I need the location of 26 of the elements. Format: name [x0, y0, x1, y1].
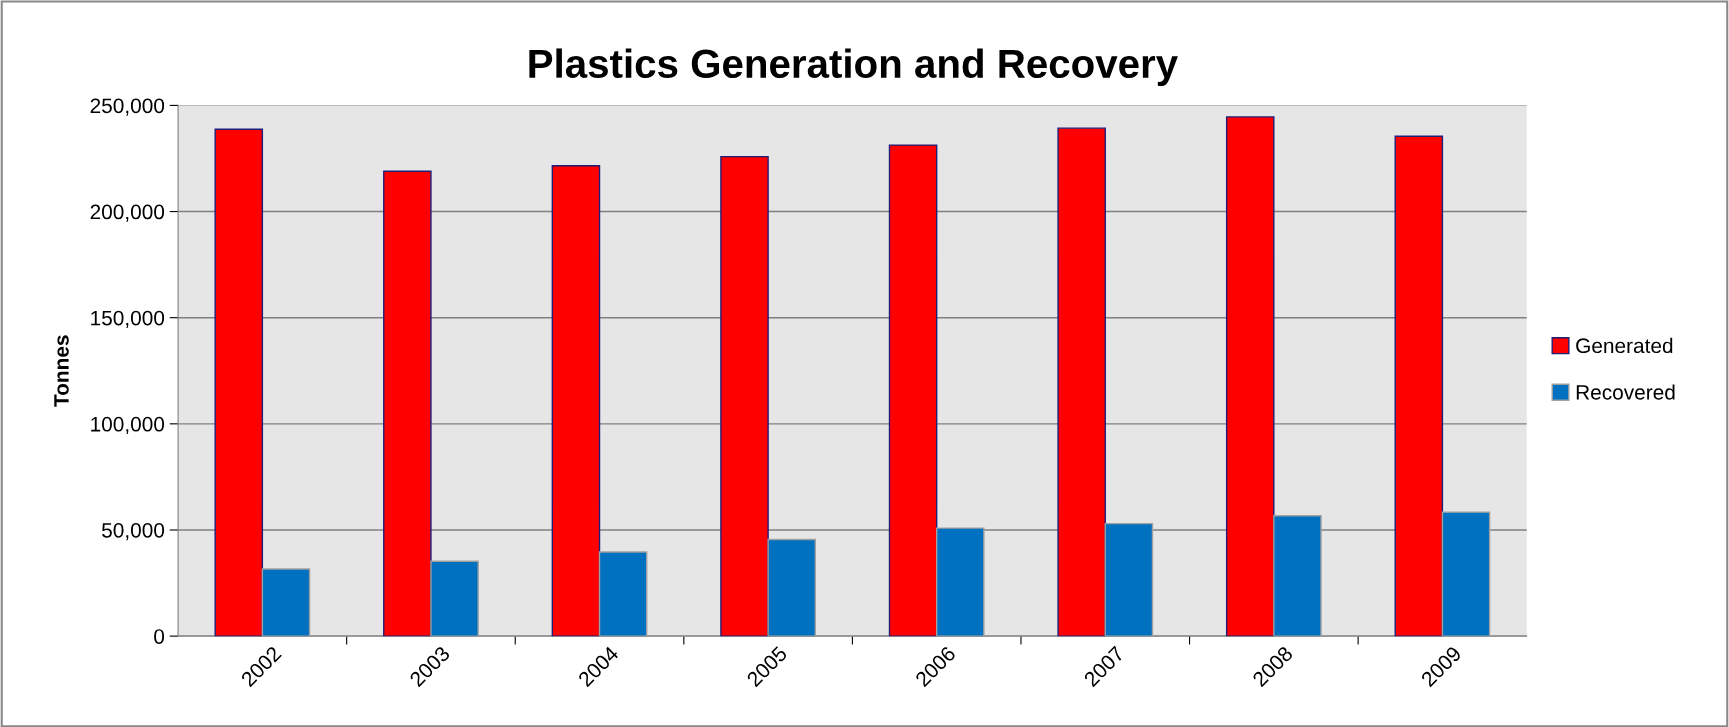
bar	[935, 527, 985, 637]
bar	[767, 538, 817, 637]
y-tick-label: 100,000	[91, 416, 165, 435]
y-tick-label: 250,000	[90, 98, 165, 116]
bar	[1441, 511, 1491, 637]
legend-label: Generated	[1576, 337, 1673, 354]
y-tick-label: 200,000	[90, 204, 165, 222]
bar	[261, 568, 311, 637]
chart-title: Plastics Generation and Recovery	[529, 48, 1178, 86]
y-tick-label: 0	[154, 629, 165, 644]
y-tick-label: 50,000	[102, 522, 165, 541]
bar	[430, 560, 479, 637]
bar	[1394, 135, 1444, 637]
bar	[551, 165, 601, 637]
bar	[888, 144, 938, 637]
bar	[720, 155, 769, 637]
bar	[214, 128, 264, 637]
bar	[1225, 116, 1275, 637]
y-tick-label: 150,000	[91, 310, 165, 328]
bar	[1104, 522, 1154, 637]
legend-label: Recovered	[1576, 384, 1675, 400]
bar	[1273, 515, 1322, 637]
bar	[383, 170, 432, 637]
bar	[598, 551, 648, 637]
y-axis-title: Tonnes	[54, 335, 69, 407]
bar	[1057, 127, 1106, 637]
